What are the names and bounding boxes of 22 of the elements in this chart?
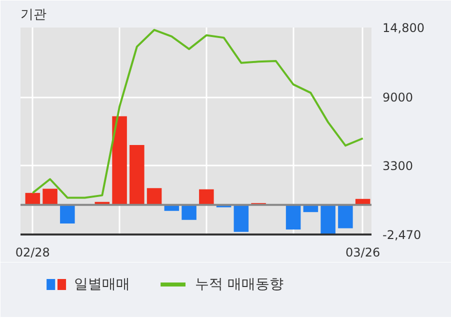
y-tick-label: -2,470 [382, 228, 422, 242]
y-tick-label: 9000 [382, 90, 414, 105]
y-tick-label: 3300 [382, 158, 414, 173]
bar [199, 189, 214, 205]
y-tick-label: 14,800 [382, 21, 424, 35]
x-tick-label: 03/26 [346, 246, 380, 260]
bar [338, 204, 353, 228]
bar [112, 116, 127, 205]
bar [286, 204, 301, 230]
legend-label: 누적 매매동향 [194, 276, 284, 292]
bar [60, 204, 75, 224]
chart-title: 기관 [20, 8, 46, 22]
bar [25, 192, 40, 205]
bar [182, 204, 196, 220]
x-tick-label: 02/28 [15, 246, 50, 260]
bar [234, 204, 249, 232]
legend-label: 일별매매 [74, 276, 130, 292]
bar [42, 188, 58, 205]
line-series [32, 28, 364, 199]
bar [320, 204, 336, 234]
bar [130, 144, 144, 205]
bar [146, 188, 162, 205]
